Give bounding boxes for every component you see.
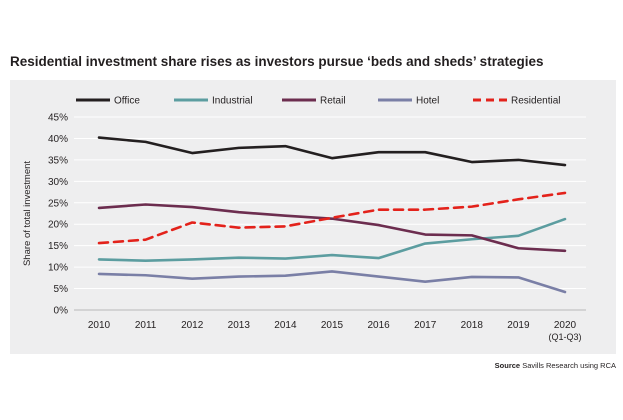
y-tick-label: 5% — [54, 284, 69, 295]
x-tick-label: 2019 — [507, 320, 530, 331]
y-tick-label: 30% — [48, 177, 68, 188]
x-tick-sublabel: (Q1-Q3) — [548, 332, 581, 342]
y-tick-label: 25% — [48, 198, 68, 209]
x-tick-label: 2020 — [554, 320, 577, 331]
legend-label-hotel: Hotel — [416, 96, 439, 107]
x-tick-label: 2015 — [321, 320, 344, 331]
x-tick-label: 2017 — [414, 320, 437, 331]
source-label: Source — [494, 361, 521, 370]
y-tick-label: 20% — [48, 220, 68, 231]
x-tick-label: 2012 — [181, 320, 204, 331]
x-tick-label: 2018 — [461, 320, 484, 331]
legend-label-office: Office — [114, 96, 140, 107]
series-line-hotel — [97, 270, 567, 294]
x-tick-label: 2013 — [228, 320, 251, 331]
legend-label-industrial: Industrial — [212, 96, 253, 107]
x-tick-label: 2014 — [274, 320, 297, 331]
source-note: Source Savills Research using RCA — [495, 361, 616, 370]
series-line-residential — [97, 191, 567, 245]
chart-title: Residential investment share rises as in… — [10, 54, 544, 69]
series-line-retail — [97, 203, 567, 253]
y-tick-label: 40% — [48, 134, 68, 145]
y-tick-label: 15% — [48, 241, 68, 252]
line-chart: 0% 5% 10% 15% 20% 25% 30% 35% 40% 45% 2010 2011 2012… — [22, 96, 586, 342]
y-axis-label: Share of total investment — [22, 161, 33, 266]
series-line-office — [97, 136, 567, 167]
y-tick-label: 45% — [48, 113, 68, 124]
legend-label-residential: Residential — [511, 96, 560, 107]
x-tick-label: 2011 — [135, 320, 157, 331]
source-text: Savills Research using RCA — [522, 361, 616, 370]
y-tick-label: 35% — [48, 155, 68, 166]
y-tick-label: 10% — [48, 263, 68, 274]
x-tick-label: 2010 — [88, 320, 111, 331]
legend-label-retail: Retail — [320, 96, 346, 107]
series-line-industrial — [97, 217, 567, 262]
chart-panel: 0% 5% 10% 15% 20% 25% 30% 35% 40% 45% 2010 2011 2012… — [10, 80, 616, 354]
x-tick-label: 2016 — [367, 320, 390, 331]
y-tick-label: 0% — [54, 306, 69, 317]
